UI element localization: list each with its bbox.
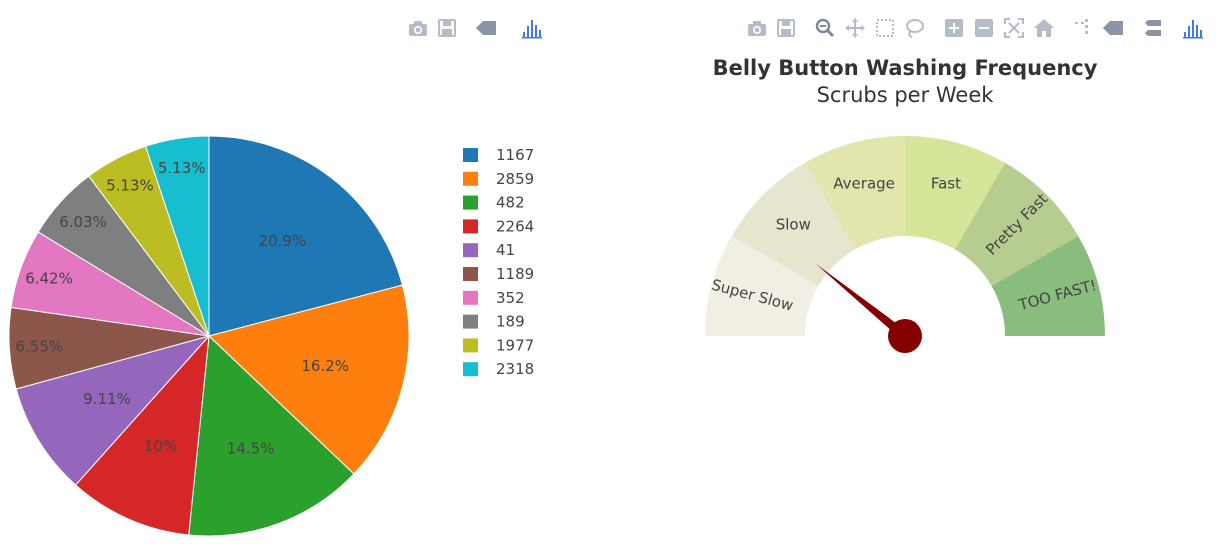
pie-slice-label: 9.11%: [83, 390, 131, 408]
hover-closest-icon[interactable]: [1101, 16, 1125, 40]
pie-slice-label: 16.2%: [301, 357, 349, 375]
gauge-sector-5[interactable]: [955, 162, 1079, 286]
pie-slice-2318[interactable]: [144, 135, 210, 337]
legend-item-352[interactable]: 352: [463, 289, 525, 307]
pie-slice-label: 20.9%: [258, 232, 306, 250]
pie-slice-41[interactable]: [15, 335, 211, 486]
zoom-in-icon[interactable]: [942, 16, 966, 40]
spike-lines-icon[interactable]: [1071, 16, 1095, 40]
pie-slices: [8, 135, 410, 537]
pie-slice-label: 14.5%: [227, 440, 275, 458]
gauge-sector-3[interactable]: [805, 136, 905, 250]
legend-item-1977[interactable]: 1977: [463, 336, 534, 354]
legend-item-2264[interactable]: 2264: [463, 217, 534, 235]
legend-label: 352: [496, 289, 525, 307]
gauge-needle-pointer: [815, 263, 909, 340]
autoscale-icon[interactable]: [1002, 16, 1026, 40]
gauge-needle: [815, 263, 922, 353]
pie-slice-482[interactable]: [188, 334, 355, 537]
reset-axes-icon[interactable]: [1032, 16, 1056, 40]
gauge-subtitle: Scrubs per Week: [817, 83, 995, 107]
legend-swatch: [463, 195, 478, 210]
hover-closest-icon[interactable]: [474, 16, 498, 40]
pie-legend: 1167 2859 482 2264 41 1189 352 189 1977 2318: [463, 146, 534, 378]
pan-icon[interactable]: [843, 16, 867, 40]
legend-label: 41: [496, 241, 515, 259]
legend-swatch: [463, 338, 478, 353]
legend-label: 189: [496, 313, 525, 331]
legend-item-2318[interactable]: 2318: [463, 360, 534, 378]
legend-label: 1977: [496, 336, 534, 354]
legend-item-1189[interactable]: 1189: [463, 265, 534, 283]
lasso-select-icon[interactable]: [902, 16, 926, 40]
legend-item-2859[interactable]: 2859: [463, 170, 534, 188]
gauge-chart: Belly Button Washing Frequency Scrubs pe…: [705, 56, 1105, 353]
pie-slice-label: 6.42%: [25, 269, 73, 287]
legend-label: 1189: [496, 265, 534, 283]
pie-modebar: [406, 16, 556, 40]
gauge-sector-4[interactable]: [905, 136, 1005, 250]
pie-slice-labels: 20.9% 16.2% 14.5% 10% 9.11% 6.55% 6.42% 6.03% 5.…: [16, 159, 350, 457]
gauge-sector-2[interactable]: [731, 162, 855, 286]
legend-swatch: [463, 290, 478, 305]
gauge-sectors: [705, 136, 1105, 336]
pie-slice-2264[interactable]: [74, 334, 210, 536]
legend-label: 1167: [496, 146, 534, 164]
legend-item-41[interactable]: 41: [463, 241, 515, 259]
legend-item-482[interactable]: 482: [463, 194, 525, 212]
gauge-modebar: [745, 16, 1217, 40]
legend-label: 2264: [496, 217, 534, 235]
gauge-sector-1[interactable]: [705, 236, 819, 336]
gauge-chart-panel: Belly Button Washing Frequency Scrubs pe…: [600, 0, 1219, 544]
legend-item-189[interactable]: 189: [463, 313, 525, 331]
pie-slice-label: 5.13%: [106, 176, 154, 194]
legend-label: 2859: [496, 170, 534, 188]
save-icon[interactable]: [435, 16, 459, 40]
pie-slice-1167[interactable]: [208, 135, 404, 337]
pie-slice-label: 6.03%: [59, 213, 107, 231]
gauge-sector-label: Fast: [931, 174, 961, 192]
plotly-logo-icon[interactable]: [520, 16, 544, 40]
gauge-needle-hub: [888, 319, 922, 353]
legend-label: 482: [496, 194, 525, 212]
camera-icon[interactable]: [406, 16, 430, 40]
legend-swatch: [463, 267, 478, 281]
legend-swatch: [463, 148, 478, 162]
legend-swatch: [463, 219, 478, 234]
pie-slice-label: 10%: [144, 437, 177, 455]
legend-swatch: [463, 314, 478, 329]
box-select-icon[interactable]: [873, 16, 897, 40]
pie-chart-panel: 20.9% 16.2% 14.5% 10% 9.11% 6.55% 6.42% 6.03% 5.…: [0, 0, 600, 544]
pie-slice-label: 5.13%: [158, 159, 206, 177]
camera-icon[interactable]: [745, 16, 769, 40]
gauge-sector-label: Average: [833, 174, 895, 192]
pie-chart: 20.9% 16.2% 14.5% 10% 9.11% 6.55% 6.42% 6.03% 5.…: [8, 135, 534, 537]
pie-slice-2859[interactable]: [208, 284, 410, 475]
legend-swatch: [463, 243, 478, 258]
zoom-out-icon[interactable]: [972, 16, 996, 40]
legend-item-1167[interactable]: 1167: [463, 146, 534, 164]
save-icon[interactable]: [774, 16, 798, 40]
gauge-title: Belly Button Washing Frequency: [713, 56, 1098, 80]
gauge-sector-label: Slow: [776, 215, 811, 233]
legend-swatch: [463, 171, 478, 186]
pie-slice-label: 6.55%: [16, 338, 64, 356]
legend-label: 2318: [496, 360, 534, 378]
gauge-sector-6[interactable]: [991, 236, 1105, 336]
plotly-logo-icon[interactable]: [1181, 16, 1205, 40]
legend-swatch: [463, 362, 478, 377]
zoom-icon[interactable]: [813, 16, 837, 40]
hover-compare-icon[interactable]: [1141, 16, 1165, 40]
